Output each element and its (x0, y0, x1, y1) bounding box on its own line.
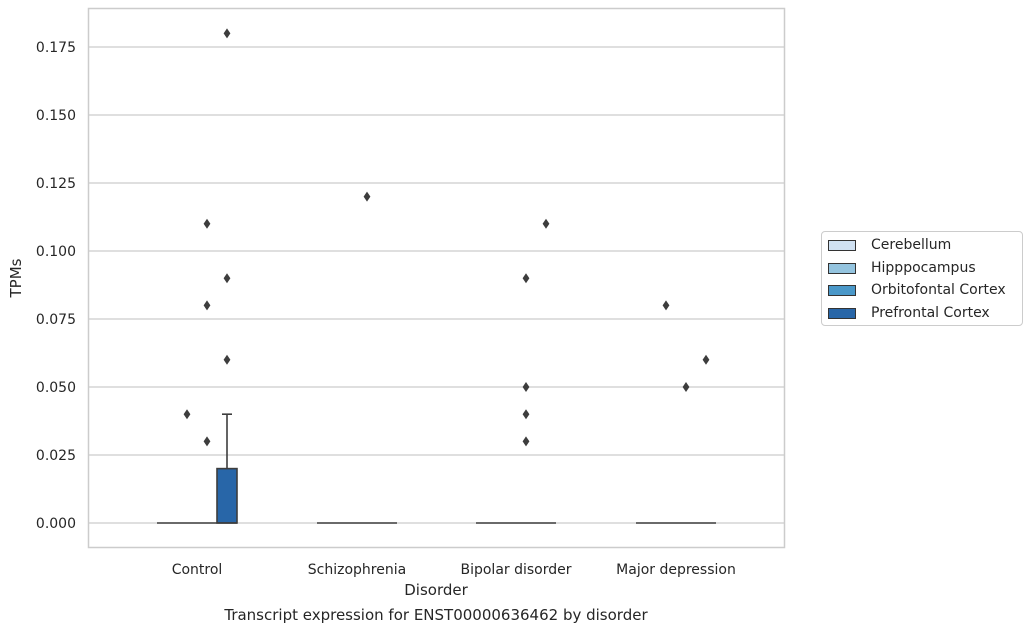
legend-item-cerebellum: Cerebellum (828, 236, 951, 254)
legend: Cerebellum Hipppocampus Orbitofontal Cor… (821, 231, 1023, 326)
legend-item-hippocampus: Hipppocampus (828, 259, 976, 277)
outlier-point (183, 409, 191, 420)
y-tick-label: 0.075 (36, 312, 76, 328)
outlier-point (522, 273, 530, 284)
x-tick-label: Bipolar disorder (460, 562, 571, 578)
outlier-point (702, 354, 710, 365)
outlier-point (203, 218, 211, 229)
x-tick-label: Major depression (616, 562, 736, 578)
y-tick-label: 0.100 (36, 244, 76, 260)
outlier-point (203, 300, 211, 311)
legend-swatch (828, 262, 856, 274)
y-tick-label: 0.050 (36, 380, 76, 396)
outlier-point (223, 28, 231, 39)
legend-item-orbitofrontal-cortex: Orbitofontal Cortex (828, 281, 1006, 299)
legend-swatch (828, 239, 856, 251)
y-tick-label: 0.000 (36, 516, 76, 532)
legend-swatch (828, 307, 856, 319)
chart-title: Transcript expression for ENST0000063646… (224, 606, 648, 624)
legend-label: Cerebellum (871, 237, 952, 253)
outliers (183, 28, 710, 447)
y-tick-labels: 0.000 0.025 0.050 0.075 0.100 0.125 0.150 0.175 (36, 40, 76, 532)
legend-label: Hipppocampus (871, 260, 976, 276)
y-tick-label: 0.025 (36, 448, 76, 464)
box (216, 467, 238, 524)
legend-label: Orbitofontal Cortex (871, 282, 1006, 298)
outlier-point (522, 382, 530, 392)
outlier-point (363, 191, 371, 202)
boxes (157, 413, 716, 524)
y-tick-label: 0.175 (36, 40, 76, 56)
outlier-point (542, 218, 550, 229)
y-tick-label: 0.150 (36, 108, 76, 124)
plot-area-frame (87, 7, 786, 549)
x-tick-label: Schizophrenia (308, 562, 406, 578)
grid-lines (88, 46, 784, 524)
outlier-point (682, 382, 690, 392)
y-axis-label: TPMs (7, 258, 25, 298)
legend-swatch (828, 284, 856, 296)
outlier-point (223, 354, 231, 365)
x-tick-labels: Control Schizophrenia Bipolar disorder Majo… (172, 562, 736, 578)
legend-item-prefrontal-cortex: Prefrontal Cortex (828, 304, 990, 322)
legend-label: Prefrontal Cortex (871, 305, 990, 321)
outlier-point (662, 300, 670, 311)
outlier-point (223, 273, 231, 284)
x-axis-label: Disorder (404, 581, 468, 599)
x-tick-label: Control (172, 562, 223, 578)
y-tick-label: 0.125 (36, 176, 76, 192)
outlier-point (522, 409, 530, 420)
outlier-point (203, 436, 211, 447)
outlier-point (522, 436, 530, 447)
